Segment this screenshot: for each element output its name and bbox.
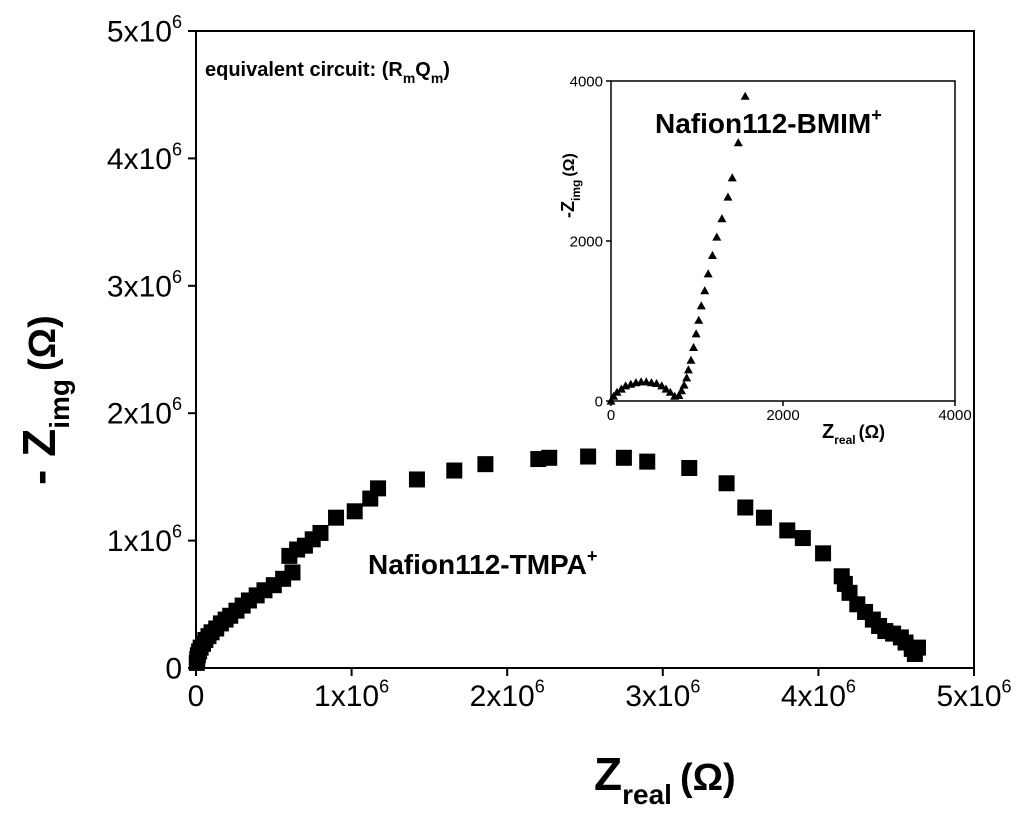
y-tick-label: 2x106 (107, 394, 182, 431)
x-tick-label: 0 (188, 680, 205, 713)
inset-series-points (606, 91, 750, 405)
inset-x-axis-label: Zreal (Ω) (822, 421, 885, 447)
x-tick-label: 1x106 (314, 677, 389, 714)
y-tick-label: 3x106 (107, 267, 182, 304)
data-point-triangle (727, 173, 737, 182)
data-point-square (639, 453, 656, 470)
data-point-square (681, 459, 698, 476)
y-tick-label: 5x106 (107, 12, 182, 49)
data-point-square (408, 471, 425, 488)
x-tick-label: 3x106 (625, 677, 700, 714)
inset-x-axis: 0 2000 4000 (607, 401, 972, 424)
data-point-triangle (674, 390, 684, 399)
data-point-square (284, 564, 301, 581)
data-point-triangle (657, 381, 667, 390)
data-point-square (312, 524, 329, 541)
y-tick-label: 1x106 (107, 522, 182, 559)
x-tick-label: 0 (607, 407, 615, 424)
x-tick-label: 2000 (766, 407, 799, 424)
data-point-triangle (679, 380, 689, 389)
data-point-triangle (652, 378, 662, 387)
inset-plot-frame (610, 80, 956, 402)
circuit-annotation: equivalent circuit: (RmQm) (205, 59, 450, 86)
data-point-triangle (696, 301, 706, 310)
data-point-triangle (712, 232, 722, 241)
data-point-square (909, 639, 926, 656)
data-point-triangle (703, 269, 713, 278)
main-y-axis-label: - Zimg(Ω) (13, 315, 75, 485)
data-point-triangle (677, 386, 687, 395)
data-point-triangle (740, 91, 750, 100)
data-point-square (580, 448, 597, 465)
data-point-square (328, 509, 345, 526)
main-x-axis: 0 1x106 2x106 3x106 4x106 5x106 (188, 668, 1012, 713)
data-point-triangle (665, 387, 675, 396)
x-tick-label: 4000 (938, 407, 971, 424)
data-point-triangle (707, 250, 717, 259)
data-point-triangle (606, 396, 616, 405)
inset-y-axis-label: -Zimg(Ω) (558, 153, 583, 218)
data-point-square (446, 462, 463, 479)
bmim-series-label: Nafion112-BMIM+ (655, 105, 882, 139)
data-point-square (737, 499, 754, 516)
x-tick-label: 2x106 (470, 677, 545, 714)
data-point-triangle (686, 355, 696, 364)
main-plot-frame (195, 30, 975, 669)
data-point-square (477, 456, 494, 473)
tmpa-series-label: Nafion112-TMPA+ (368, 546, 597, 580)
data-point-square (541, 449, 558, 466)
data-point-square (615, 449, 632, 466)
data-point-triangle (723, 192, 733, 201)
data-point-triangle (733, 138, 743, 147)
data-point-triangle (616, 384, 626, 393)
inset-y-axis: 0 2000 4000 (570, 73, 611, 410)
data-point-square (718, 475, 735, 492)
data-point-triangle (683, 365, 693, 374)
data-point-square (779, 522, 796, 539)
main-series-points (188, 448, 926, 671)
data-point-triangle (717, 214, 727, 223)
data-point-triangle (661, 384, 671, 393)
data-point-triangle (689, 342, 699, 351)
y-tick-label: 4x106 (107, 139, 182, 176)
inset-plot: 0 2000 4000 0 2000 4000 Nafion112-BMIM+ Zrea… (558, 73, 972, 447)
data-point-triangle (612, 387, 622, 396)
data-point-triangle (691, 329, 701, 338)
y-tick-label: 4000 (570, 73, 603, 90)
main-x-axis-label: Zreal (Ω) (594, 748, 736, 810)
data-point-square (815, 545, 832, 562)
x-tick-label: 5x106 (936, 677, 1011, 714)
y-tick-label: 0 (165, 653, 182, 686)
y-tick-label: 0 (595, 393, 603, 410)
data-point-square (346, 503, 363, 520)
main-plot: 0 1x106 2x106 3x106 4x106 5x106 0 1x106 2x106 3x… (13, 12, 1012, 810)
data-point-triangle (700, 286, 710, 295)
data-point-triangle (682, 373, 692, 382)
y-tick-label: 2000 (570, 233, 603, 250)
main-y-axis: 0 1x106 2x106 3x106 4x106 5x106 (107, 12, 196, 686)
data-point-square (794, 530, 811, 547)
data-point-square (370, 480, 387, 497)
x-tick-label: 4x106 (781, 677, 856, 714)
data-point-triangle (694, 315, 704, 324)
data-point-square (755, 509, 772, 526)
